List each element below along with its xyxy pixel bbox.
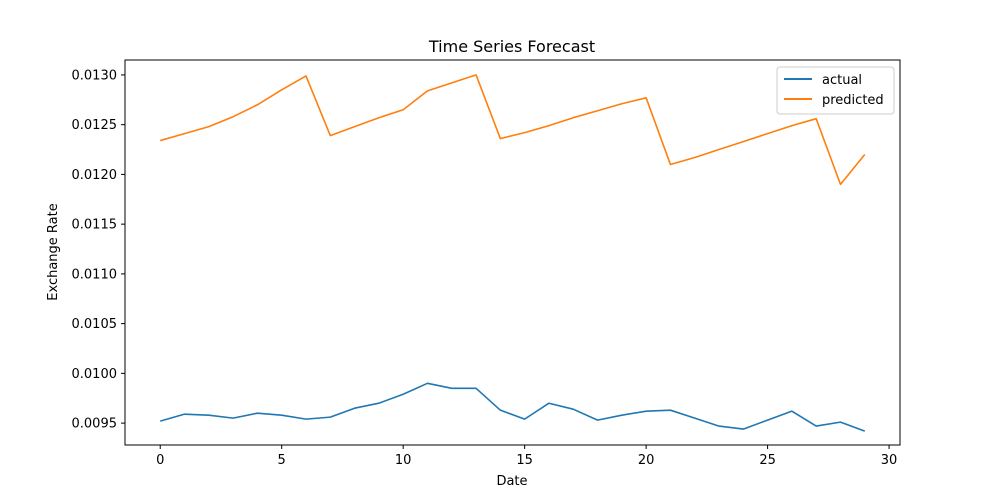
x-tick-label: 25 [759,453,776,468]
x-tick-label: 0 [156,453,164,468]
y-tick-label: 0.0105 [72,317,118,332]
x-axis-label: Date [496,474,527,489]
legend-entry-predicted: predicted [822,93,884,108]
legend: actual predicted [776,66,895,115]
series-line-predicted [160,74,866,186]
x-axis-ticks: 0 5 10 15 20 25 30 [156,445,897,468]
x-tick-label: 15 [516,453,533,468]
chart-title: Time Series Forecast [428,37,595,56]
y-tick-label: 0.0125 [72,118,118,133]
x-tick-label: 10 [395,453,412,468]
y-tick-label: 0.0100 [72,367,118,382]
legend-entry-actual: actual [822,73,862,88]
y-tick-label: 0.0095 [72,417,118,432]
plot-frame [124,59,901,446]
y-axis-ticks: 0.0095 0.0100 0.0105 0.0110 0.0115 0.0120 0.01… [72,68,125,432]
y-tick-label: 0.0120 [72,168,118,183]
y-tick-label: 0.0110 [72,267,118,282]
x-tick-label: 30 [881,453,898,468]
series-lines [160,74,866,432]
y-tick-label: 0.0130 [72,68,118,83]
y-tick-label: 0.0115 [72,218,118,233]
series-line-actual [160,382,866,432]
x-tick-label: 20 [638,453,655,468]
y-axis-label: Exchange Rate [46,203,61,300]
x-tick-label: 5 [278,453,286,468]
